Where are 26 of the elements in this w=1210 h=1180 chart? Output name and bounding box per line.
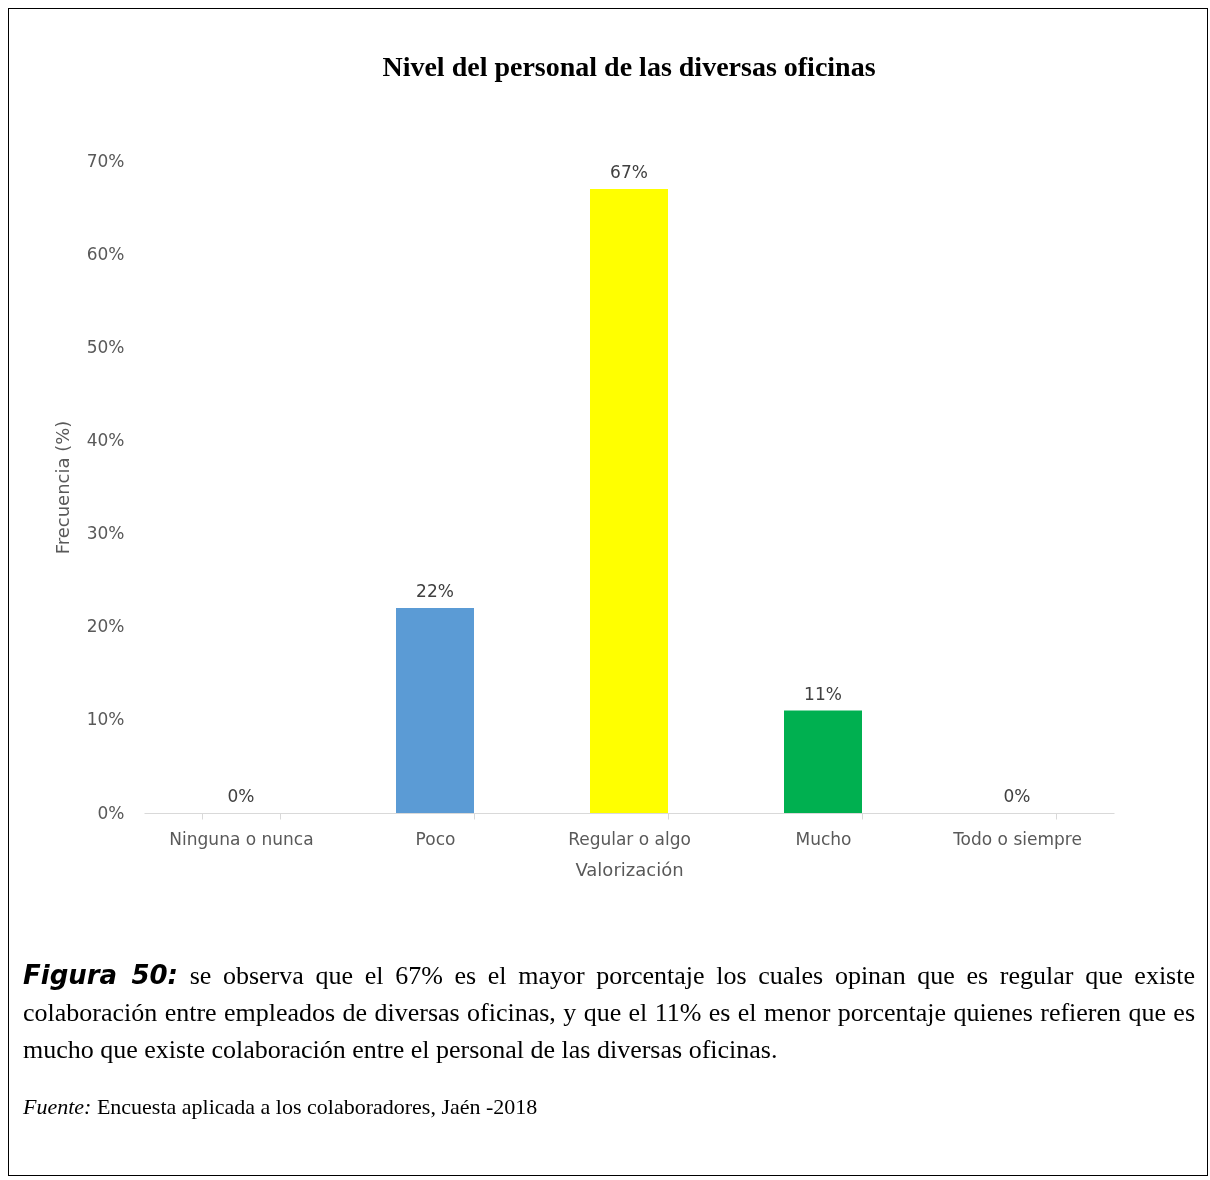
bar (784, 710, 862, 813)
x-tick-label: Regular o algo (568, 828, 691, 849)
chart-title: Nivel del personal de las diversas oficinas (382, 51, 876, 82)
x-axis-title: Valorización (575, 858, 684, 880)
y-axis-title: Frecuencia (%) (51, 420, 73, 555)
x-tick-label: Mucho (795, 828, 852, 849)
y-tick-label: 60% (86, 243, 125, 264)
x-tick-label: Todo o siempre (952, 828, 1082, 849)
y-tick-label: 0% (97, 802, 125, 823)
data-label: 22% (416, 581, 454, 602)
text: Figura 50: se observa que el 67% es el mayor porcentaje los cuales opinan que es regular que existe colaboración entre empleados de diversas oficinas, y que el 11% es el menor porcentaje quienes refieren que es mucho que existe colaboración entre el personal de las diversas oficinas. (23, 959, 1195, 1066)
y-tick-label: 50% (86, 336, 125, 357)
source-note: Fuente: Encuesta aplicada a los colaboradores, Jaén -2018 (23, 1094, 539, 1120)
y-tick-label: 10% (86, 709, 125, 730)
data-label: 0% (1003, 786, 1031, 806)
data-label: 0% (227, 786, 255, 806)
data-label: 67% (610, 161, 648, 182)
y-tick-label: 40% (86, 429, 125, 450)
data-label: 11% (804, 683, 842, 704)
bar (396, 608, 474, 813)
y-tick-label: 70% (86, 150, 125, 171)
y-tick-label: 30% (86, 523, 125, 544)
bar (590, 188, 668, 813)
y-tick-label: 20% (86, 616, 125, 637)
x-tick-label: Ninguna o nunca (169, 828, 314, 849)
x-tick-label: Poco (415, 828, 456, 849)
